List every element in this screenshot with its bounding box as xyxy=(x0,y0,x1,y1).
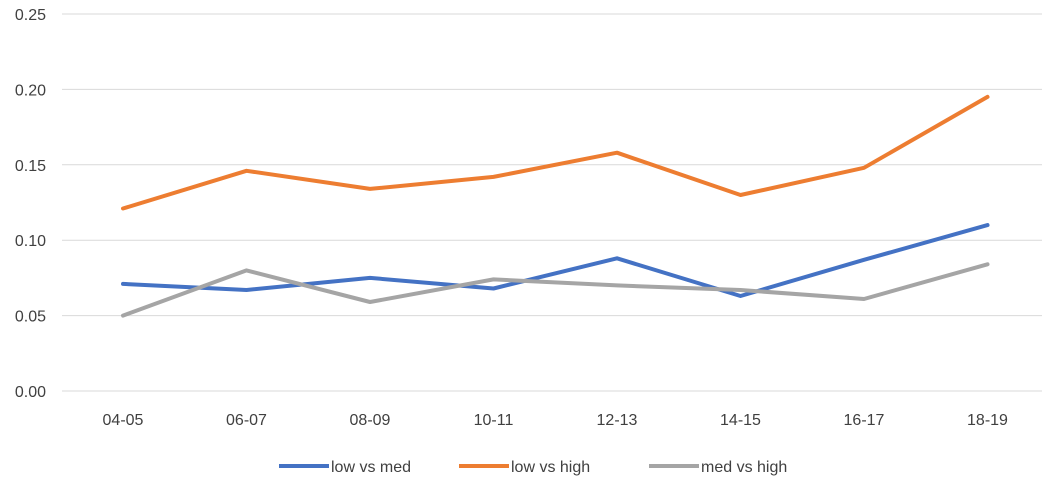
series-lines xyxy=(121,94,990,318)
x-tick-label: 06-07 xyxy=(226,412,267,429)
x-tick-label: 12-13 xyxy=(597,412,638,429)
x-tick-label: 04-05 xyxy=(103,412,144,429)
y-tick-label: 0.15 xyxy=(15,158,46,175)
x-tick-label: 16-17 xyxy=(844,412,885,429)
y-tick-label: 0.25 xyxy=(15,7,46,24)
gridlines xyxy=(62,13,1042,392)
y-tick-label: 0.05 xyxy=(15,309,46,326)
y-axis-ticks: 0.00 0.05 0.10 0.15 0.20 0.25 xyxy=(15,7,46,401)
series-line-2 xyxy=(121,94,990,211)
legend: low vs med low vs high med vs high xyxy=(279,459,787,476)
x-tick-label: 08-09 xyxy=(350,412,391,429)
y-tick-label: 0.20 xyxy=(15,82,46,99)
x-axis-ticks: 04-05 06-07 08-09 10-11 12-13 14-15 16-17 18-19 xyxy=(103,412,1009,429)
series-line-3 xyxy=(121,262,990,318)
x-tick-label: 14-15 xyxy=(720,412,761,429)
legend-label-2: low vs high xyxy=(511,459,590,476)
x-tick-label: 10-11 xyxy=(474,412,514,429)
series-line-1 xyxy=(121,223,990,298)
x-tick-label: 18-19 xyxy=(967,412,1008,429)
legend-label-1: low vs med xyxy=(331,459,411,476)
legend-label-3: med vs high xyxy=(701,459,787,476)
y-tick-label: 0.00 xyxy=(15,384,46,401)
y-tick-label: 0.10 xyxy=(15,233,46,250)
